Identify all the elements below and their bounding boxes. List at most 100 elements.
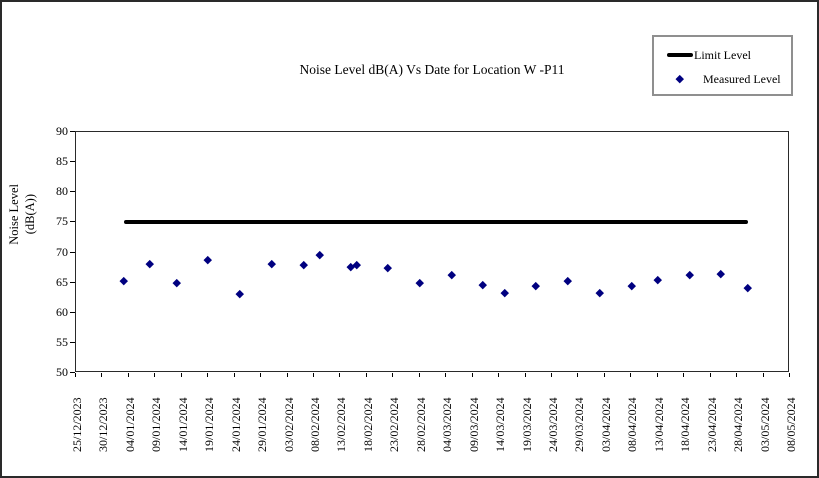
x-axis-tick-label: 30/12/2023 <box>96 397 111 452</box>
x-axis-tick-label: 03/05/2024 <box>757 397 772 452</box>
x-axis-tick <box>630 373 632 377</box>
x-axis-tick <box>233 373 235 377</box>
measured-level-point <box>236 289 244 298</box>
x-axis-tick-label: 29/01/2024 <box>255 397 270 452</box>
x-axis-tick-label: 23/02/2024 <box>387 397 402 452</box>
x-axis-tick <box>498 373 500 377</box>
x-axis-tick-label: 03/02/2024 <box>281 397 296 452</box>
y-axis-tick-label: 85 <box>56 154 68 169</box>
diamond-marker-icon <box>667 75 693 83</box>
y-axis-title: Noise Level (dB(A)) <box>6 139 38 289</box>
x-axis-tick <box>286 373 288 377</box>
x-axis-tick-label: 08/02/2024 <box>308 397 322 452</box>
x-axis-tick-label: 13/04/2024 <box>651 397 666 452</box>
x-axis-tick-label: 04/03/2024 <box>440 397 455 452</box>
x-axis-tick <box>75 373 76 377</box>
x-axis-tick <box>524 373 526 377</box>
measured-level-point <box>500 288 509 297</box>
x-axis-tick-label: 24/01/2024 <box>228 397 243 452</box>
x-axis-tick <box>471 373 473 377</box>
plot-area <box>75 131 789 372</box>
x-axis-tick-label: 19/03/2024 <box>519 397 534 452</box>
legend-label-measured-level: Measured Level <box>703 71 781 86</box>
measured-level-point <box>627 282 636 291</box>
measured-level-point <box>415 278 424 287</box>
x-axis-tick <box>603 373 605 377</box>
x-axis-tick <box>260 373 262 377</box>
y-axis-tick-label: 80 <box>56 184 68 199</box>
x-axis-tick <box>709 373 711 377</box>
x-axis-tick-label: 24/03/2024 <box>546 397 560 452</box>
x-axis-tick-label: 25/12/2023 <box>70 397 84 452</box>
x-axis-tick <box>683 373 685 377</box>
x-axis-tick-label: 14/03/2024 <box>493 397 508 452</box>
limit-line-swatch-icon <box>667 53 693 57</box>
x-axis-tick-label: 28/02/2024 <box>413 397 428 452</box>
x-axis-tick <box>445 373 447 377</box>
measured-level-point <box>172 278 181 287</box>
legend-item-measured-level: Measured Level <box>654 67 791 91</box>
chart-title: Noise Level dB(A) Vs Date for Location W… <box>299 62 565 77</box>
measured-level-point <box>267 260 276 268</box>
measured-level-point <box>299 260 308 269</box>
x-axis-tick <box>789 373 790 377</box>
measured-level-point <box>595 288 604 297</box>
legend-item-limit-level: Limit Level <box>654 43 791 67</box>
y-axis-title-line2: (dB(A)) <box>23 193 37 235</box>
x-axis-tick-label: 23/04/2024 <box>704 397 719 452</box>
y-axis-tick-label: 75 <box>56 214 68 229</box>
x-axis-tick-label: 09/03/2024 <box>466 397 481 452</box>
measured-level-point <box>717 269 726 278</box>
measured-level-point <box>204 255 213 264</box>
x-axis-tick-label: 04/01/2024 <box>122 397 137 452</box>
legend-label-limit-level: Limit Level <box>694 47 751 62</box>
x-axis-tick-label: 09/01/2024 <box>149 397 164 452</box>
x-axis-tick <box>418 373 420 377</box>
x-axis-tick <box>365 373 367 377</box>
measured-level-point <box>479 281 488 289</box>
x-axis-tick-label: 18/04/2024 <box>678 397 693 452</box>
y-axis-title-line1: Noise Level <box>7 183 21 245</box>
x-axis-tick <box>551 373 552 377</box>
measured-level-point <box>563 276 572 285</box>
measured-level-point <box>146 259 154 268</box>
measured-level-point <box>447 270 456 279</box>
x-axis-tick <box>313 373 314 377</box>
measured-level-point <box>352 261 361 270</box>
measured-level-point <box>384 264 392 273</box>
x-axis-tick-label: 29/03/2024 <box>572 397 587 452</box>
limit-level-line <box>123 220 748 225</box>
measured-level-point <box>653 275 662 284</box>
x-axis-tick-label: 08/04/2024 <box>625 397 640 452</box>
x-axis-tick-label: 18/02/2024 <box>360 397 375 452</box>
x-axis-tick <box>207 373 209 377</box>
x-axis-tick <box>762 373 764 377</box>
diamond-shape <box>676 75 684 83</box>
x-axis-tick-label: 14/01/2024 <box>175 397 190 452</box>
x-axis-tick <box>127 373 129 377</box>
measured-level-point <box>532 281 541 290</box>
x-axis-tick <box>154 373 156 377</box>
y-axis-tick-label: 55 <box>56 334 68 349</box>
x-axis-tick-label: 08/05/2024 <box>784 397 798 452</box>
x-axis-tick <box>656 373 658 377</box>
x-axis-tick-label: 28/04/2024 <box>731 397 746 452</box>
x-axis-tick <box>577 373 579 377</box>
legend: Limit Level Measured Level <box>652 35 793 96</box>
y-axis-tick-label: 90 <box>56 124 68 138</box>
x-axis-tick-label: 19/01/2024 <box>202 397 217 452</box>
y-axis-tick-label: 60 <box>56 304 68 319</box>
measured-level-point <box>119 276 128 285</box>
x-axis-tick <box>392 373 394 377</box>
y-axis-tick <box>70 372 75 373</box>
y-axis-tick-label: 50 <box>56 365 68 379</box>
y-axis-tick-label: 65 <box>56 274 68 289</box>
x-axis-tick <box>101 373 103 377</box>
x-axis-tick <box>736 373 738 377</box>
x-axis-tick <box>180 373 182 377</box>
measured-level-point <box>315 250 324 259</box>
measured-level-point <box>685 270 694 279</box>
x-axis-tick-label: 03/04/2024 <box>598 397 613 452</box>
measured-level-point <box>743 283 752 292</box>
